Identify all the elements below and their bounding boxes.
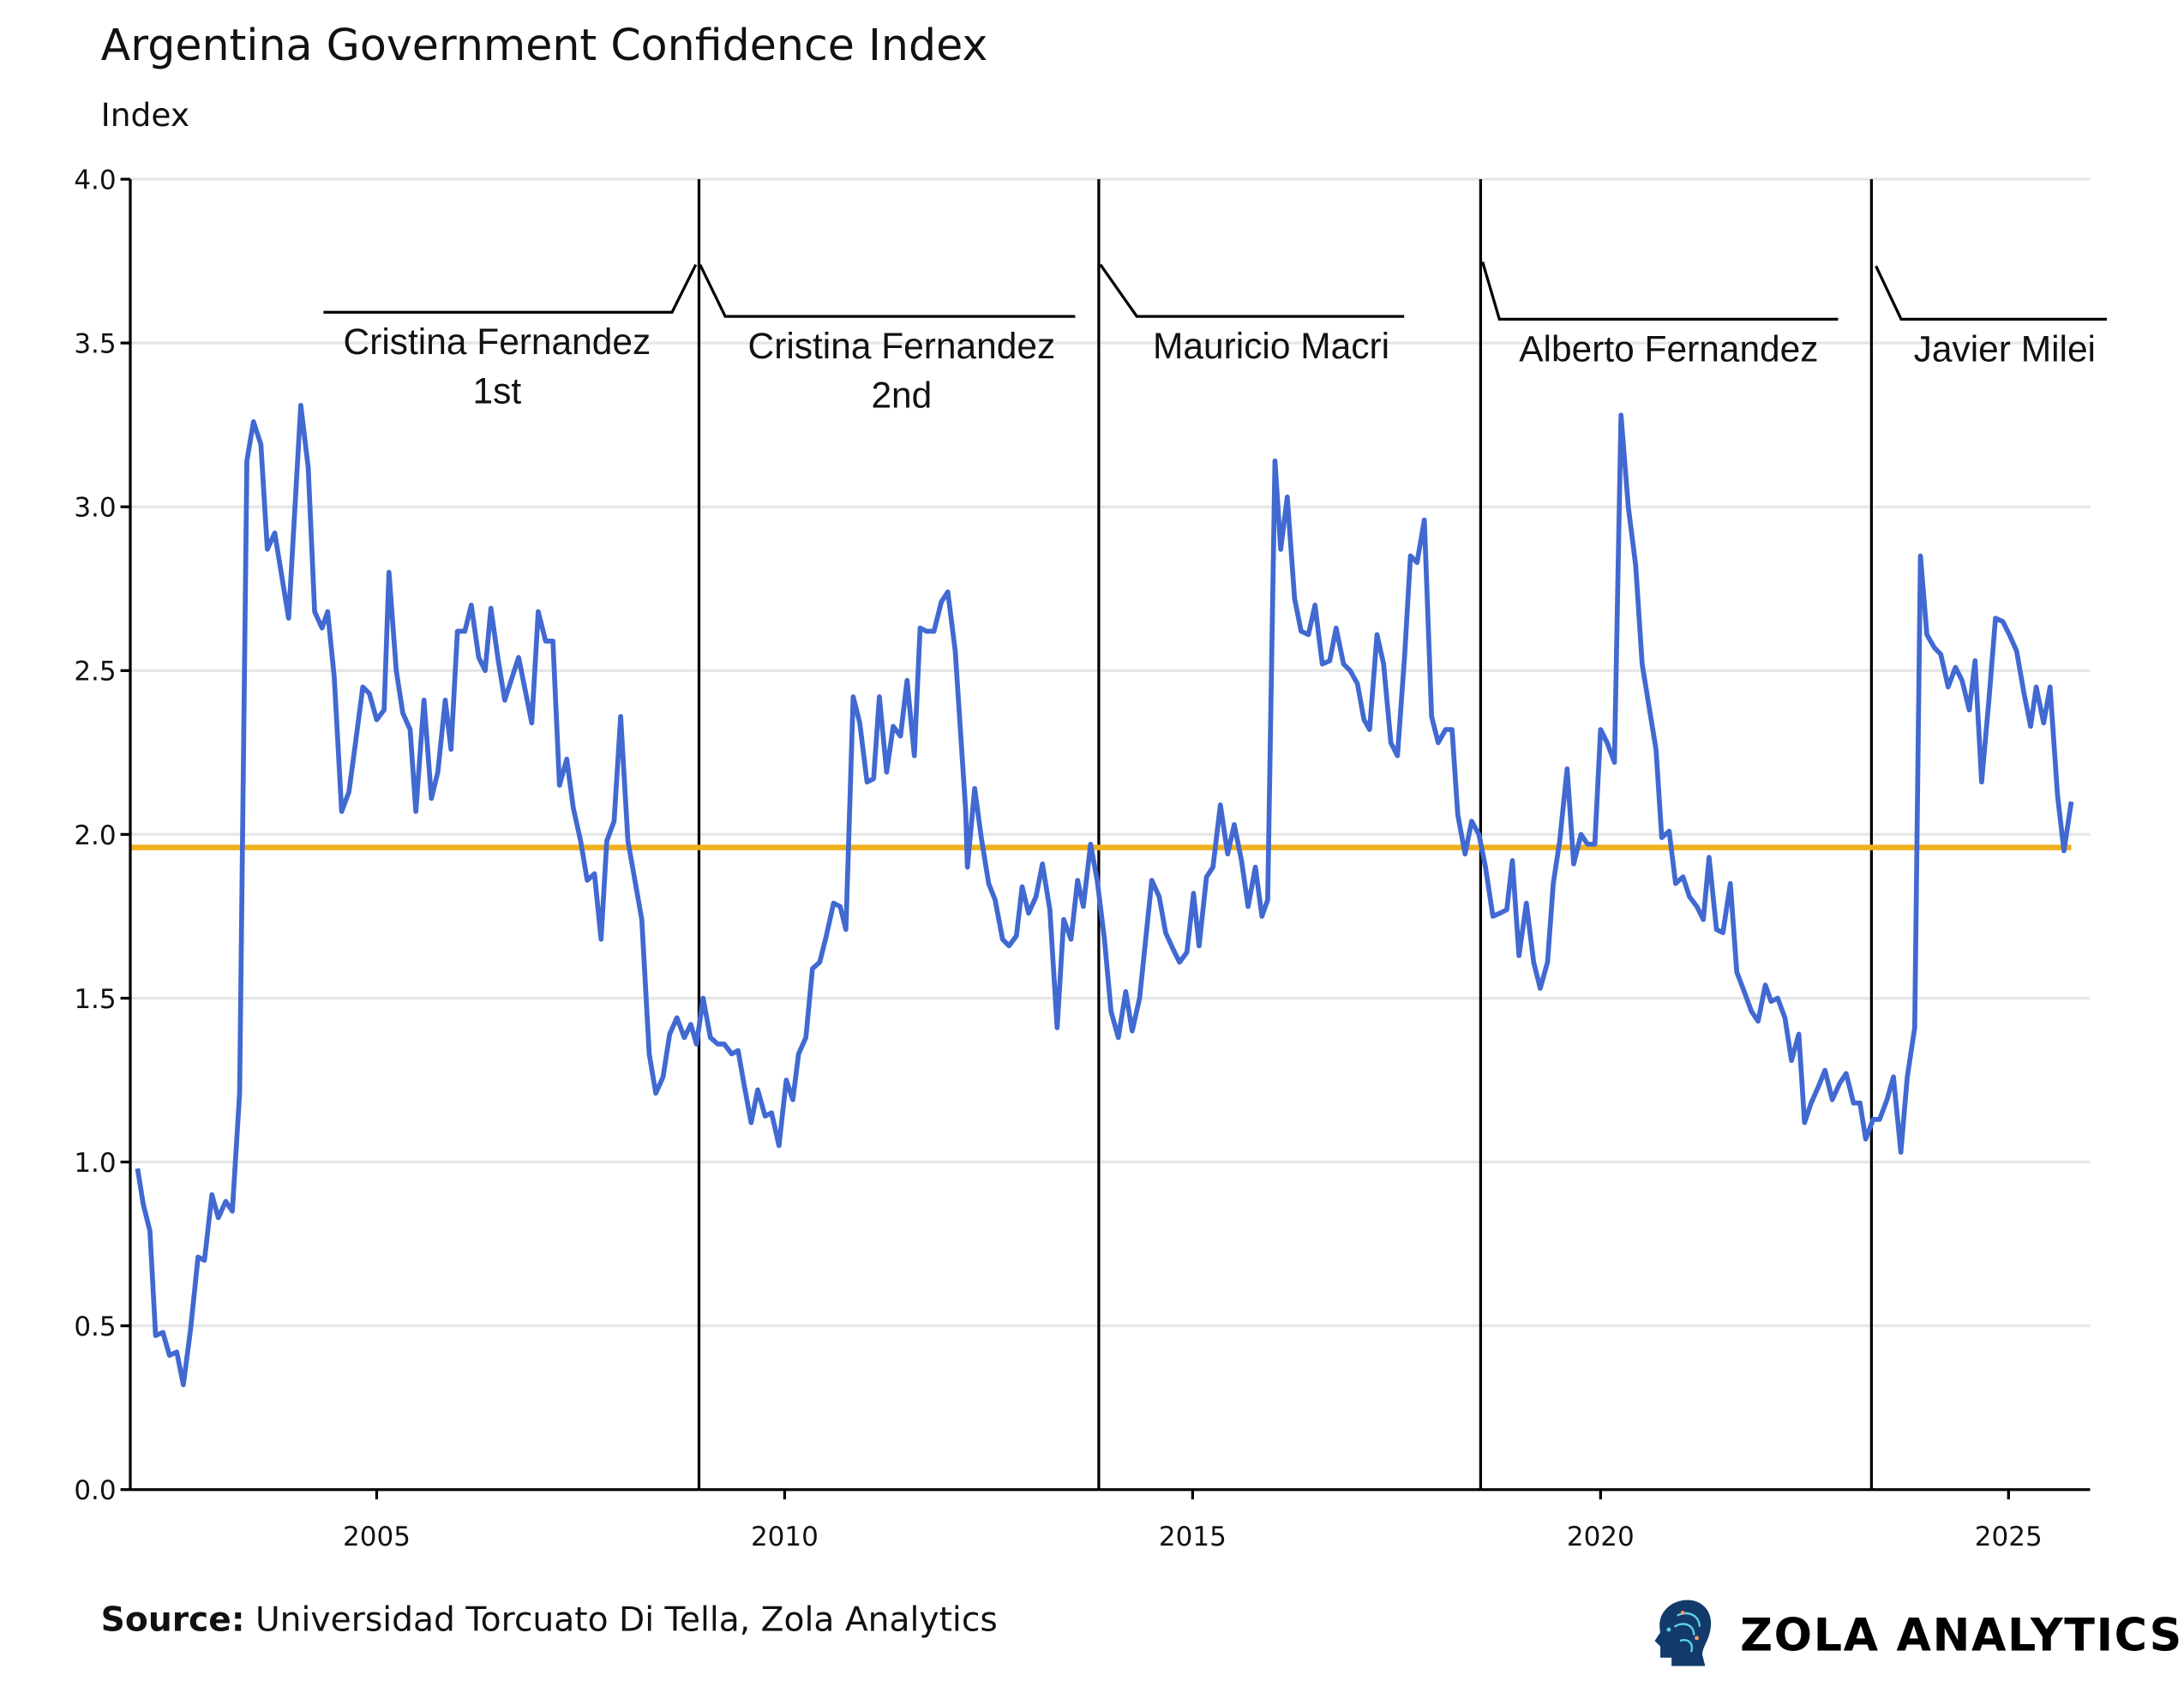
period-annotations: Cristina Fernandez 1st Cristina Fernandez 2… <box>323 179 2108 1490</box>
source-label: Source: <box>101 1601 245 1640</box>
period-bracket <box>1481 261 1839 321</box>
chart-subtitle: Index <box>101 96 189 134</box>
y-tick-label: 0.5 <box>74 1312 116 1342</box>
y-tick-label: 3.5 <box>74 329 116 360</box>
y-tick-label: 2.5 <box>74 657 116 687</box>
period-label: Javier Milei <box>1914 328 2096 369</box>
period-label: Mauricio Macri <box>1153 326 1389 366</box>
y-tick-label: 0.0 <box>74 1475 116 1506</box>
x-tick-label: 2005 <box>343 1522 411 1552</box>
y-tick-label: 1.0 <box>74 1148 116 1179</box>
y-axis: 0.0 0.5 1.0 1.5 2.0 2.5 3.0 3.5 4.0 <box>74 165 130 1506</box>
circuit-head-icon <box>1654 1600 1712 1666</box>
period-bracket <box>1875 265 2108 321</box>
period-label: Alberto Fernandez <box>1519 328 1818 369</box>
chart-title: Argentina Government Confidence Index <box>101 20 988 70</box>
logo-text: ZOLA ANALYTICS <box>1740 1610 2183 1662</box>
y-tick-label: 1.5 <box>74 984 116 1015</box>
axes <box>129 179 2091 1492</box>
period-label: 2nd <box>871 375 932 415</box>
period-label: 1st <box>473 370 522 411</box>
period-label: Cristina Fernandez <box>344 321 651 362</box>
period-bracket <box>323 263 698 314</box>
source-note: Source: Universidad Torcuato Di Tella, Z… <box>101 1601 998 1640</box>
x-tick-label: 2025 <box>1975 1522 2043 1552</box>
y-tick-label: 3.0 <box>74 493 116 524</box>
series-line <box>135 402 2074 1388</box>
period-bracket <box>1099 263 1405 318</box>
x-tick-label: 2015 <box>1159 1522 1227 1552</box>
x-tick-label: 2020 <box>1567 1522 1635 1552</box>
period-label: Cristina Fernandez <box>748 326 1056 366</box>
source-text: Universidad Torcuato Di Tella, Zola Anal… <box>245 1601 998 1640</box>
y-tick-label: 2.0 <box>74 820 116 851</box>
x-tick-label: 2010 <box>751 1522 819 1552</box>
y-tick-label: 4.0 <box>74 165 116 195</box>
x-axis: 2005 2010 2015 2020 2025 <box>343 1489 2043 1552</box>
period-bracket <box>699 263 1076 318</box>
